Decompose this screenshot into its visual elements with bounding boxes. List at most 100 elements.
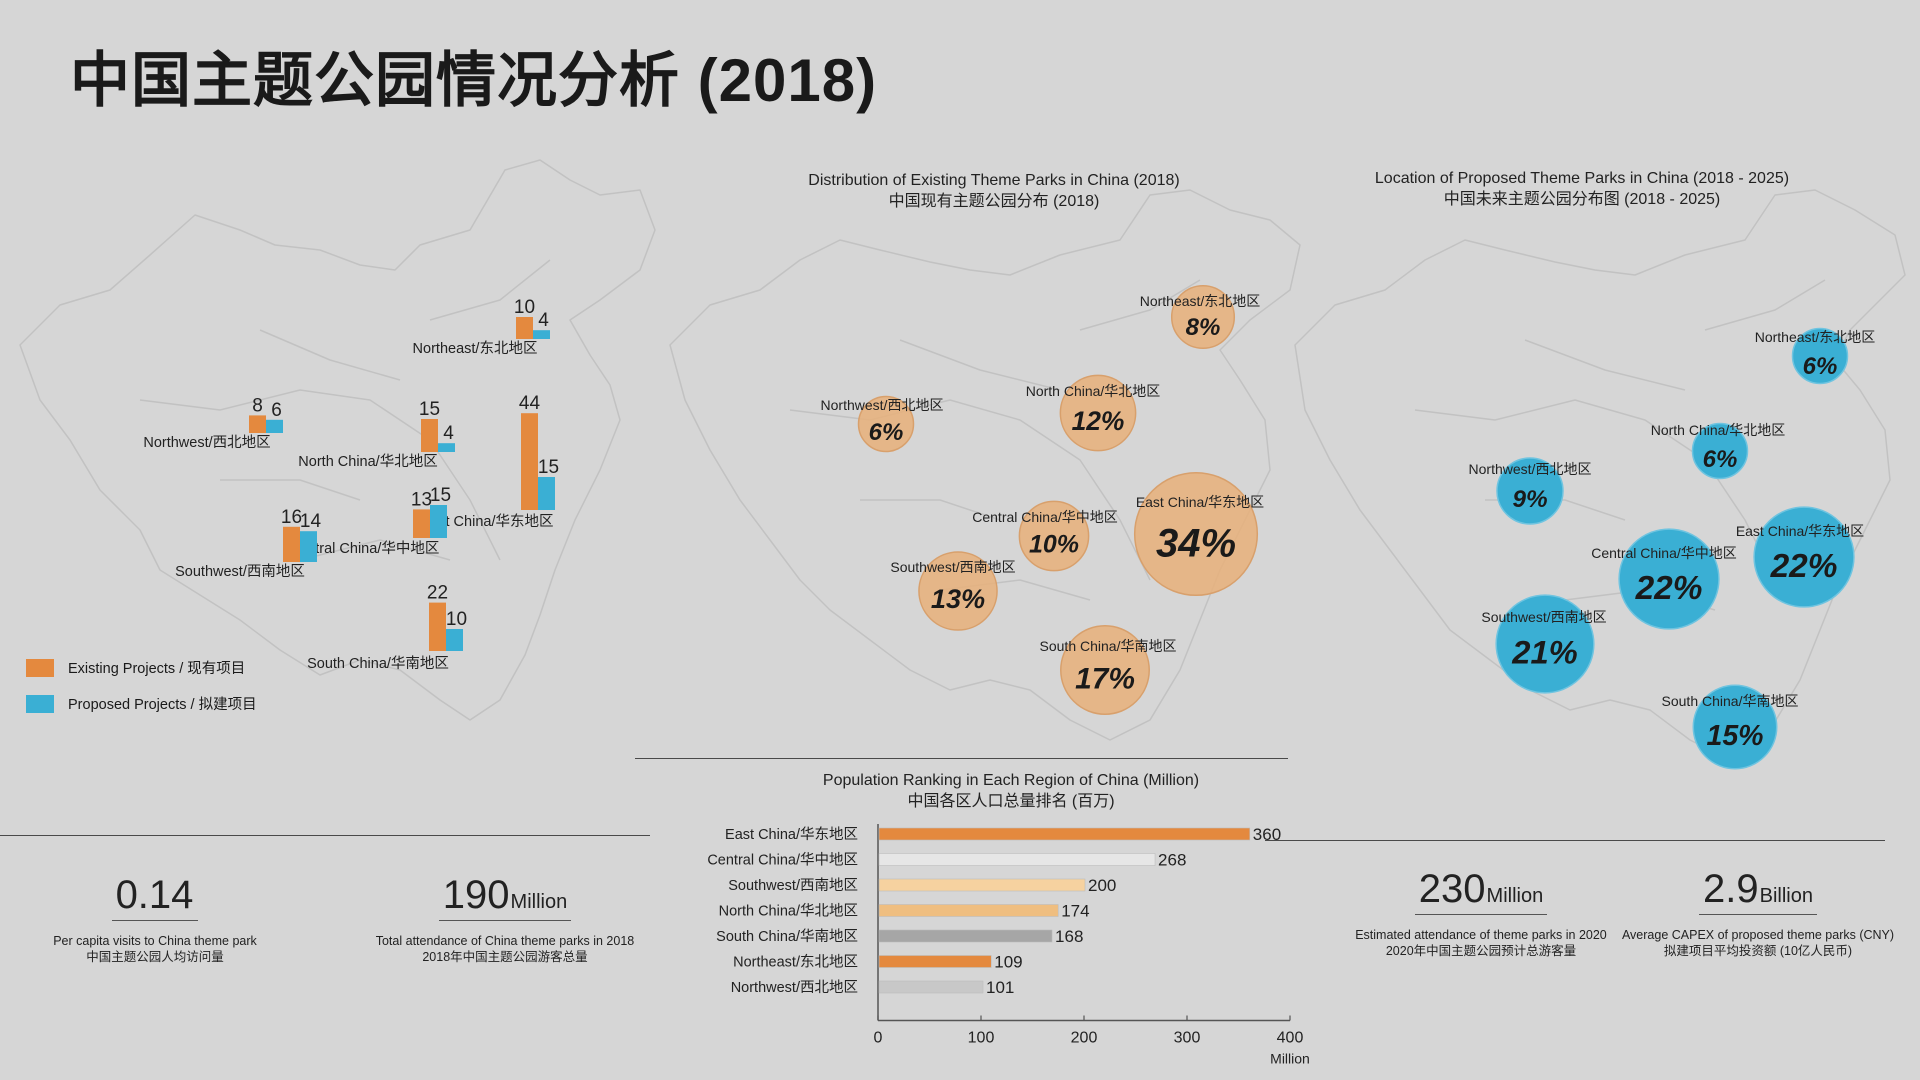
bar-proposed-north-china [438, 443, 455, 452]
stat-per-capita-desc: Per capita visits to China theme park 中国… [5, 933, 305, 965]
bar-proposed-east-china [538, 477, 555, 510]
stat-capex-desc-en: Average CAPEX of proposed theme parks (C… [1621, 928, 1895, 942]
proposed-map-title-en: Location of Proposed Theme Parks in Chin… [1374, 170, 1790, 187]
population-xtick-label-0: 0 [874, 1030, 883, 1047]
existing-region-label-north-china: North China/华北地区 [1026, 383, 1161, 399]
stat-attendance-2018-value-wrap: 190Million [438, 873, 572, 921]
proposed-bubble-south-china [1692, 684, 1778, 770]
map-outline-middle [669, 189, 1301, 741]
label-proposed-northeast: 4 [538, 310, 549, 331]
bar-existing-north-china [421, 419, 438, 452]
region-label-northeast: Northeast/东北地区 [413, 340, 538, 357]
bar-proposed-northeast [533, 330, 550, 339]
proposed-bubble-northeast [1791, 327, 1849, 385]
population-value-northwest: 101 [986, 978, 1014, 997]
population-value-northeast: 109 [994, 953, 1022, 972]
label-proposed-south-china: 10 [446, 609, 467, 630]
divider-right [1265, 840, 1885, 841]
page-title: 中国主题公园情况分析 (2018) [70, 47, 878, 114]
population-bar-central-china [878, 853, 1156, 866]
existing-region-label-central-china: Central China/华中地区 [972, 509, 1118, 525]
label-existing-central-china: 13 [411, 489, 432, 510]
label-existing-east-china: 44 [519, 393, 541, 414]
label-existing-northwest: 8 [252, 395, 263, 416]
stat-attendance-2018: 190Million Total attendance of China the… [355, 873, 655, 965]
proposed-bubble-northwest [1496, 457, 1564, 525]
population-chart-title-en: Population Ranking in Each Region of Chi… [822, 772, 1200, 789]
population-bar-south-china [878, 929, 1053, 943]
population-category-south-china: South China/华南地区 [716, 928, 858, 945]
legend-swatch-proposed [26, 694, 54, 713]
bar-existing-northwest [249, 415, 266, 433]
population-bar-southwest [878, 878, 1086, 892]
label-existing-northeast: 10 [514, 297, 535, 318]
stat-attendance-2018-desc-en: Total attendance of China theme parks in… [375, 934, 635, 948]
existing-region-label-south-china: South China/华南地区 [1040, 638, 1177, 654]
bar-proposed-southwest [300, 531, 317, 562]
population-value-central-china: 268 [1158, 851, 1186, 870]
existing-region-label-southwest: Southwest/西南地区 [890, 559, 1015, 575]
region-label-southwest: Southwest/西南地区 [175, 563, 305, 580]
bar-existing-central-china [413, 509, 430, 538]
stat-per-capita-value-wrap: 0.14 [111, 873, 199, 921]
bar-proposed-northwest [266, 419, 283, 433]
existing-region-label-east-china: East China/华东地区 [1136, 494, 1264, 510]
map-outline-left [19, 159, 656, 721]
population-value-north-china: 174 [1061, 902, 1089, 921]
region-label-north-china: North China/华北地区 [298, 453, 437, 470]
label-existing-southwest: 16 [281, 507, 302, 528]
label-proposed-southwest: 14 [300, 511, 322, 532]
proposed-map-title: Location of Proposed Theme Parks in Chin… [1342, 168, 1822, 210]
existing-map-title-cn: 中国现有主题公园分布 (2018) [888, 193, 1100, 210]
stat-capex-value-wrap: 2.9Billion [1699, 867, 1817, 915]
stat-attendance-2020-value-wrap: 230Million [1414, 867, 1548, 915]
population-bar-northwest [878, 980, 984, 994]
proposed-region-label-north-china: North China/华北地区 [1651, 422, 1786, 438]
population-category-southwest: Southwest/西南地区 [728, 877, 858, 894]
label-proposed-north-china: 4 [443, 423, 454, 444]
label-proposed-central-china: 15 [430, 485, 451, 506]
existing-map-title-en: Distribution of Existing Theme Parks in … [808, 172, 1180, 189]
bar-existing-southwest [283, 526, 300, 562]
existing-map-title: Distribution of Existing Theme Parks in … [794, 170, 1194, 212]
proposed-pct-north-china: 6% [1703, 446, 1738, 473]
legend-existing: Existing Projects / 现有项目 [26, 657, 245, 678]
population-chart-title-cn: 中国各区人口总量排名 (百万) [907, 793, 1115, 810]
proposed-pct-southwest: 21% [1511, 634, 1577, 671]
stat-per-capita-desc-cn: 中国主题公园人均访问量 [86, 950, 224, 964]
existing-bubble-north-china [1059, 374, 1137, 452]
existing-pct-south-china: 17% [1075, 662, 1135, 695]
proposed-pct-central-china: 22% [1635, 570, 1703, 607]
stat-attendance-2020-unit: Million [1486, 885, 1544, 907]
legend-proposed: Proposed Projects / 拟建项目 [26, 693, 257, 714]
existing-pct-southwest: 13% [931, 583, 985, 614]
proposed-region-label-southwest: Southwest/西南地区 [1481, 609, 1606, 625]
stat-attendance-2020-desc: Estimated attendance of theme parks in 2… [1331, 927, 1631, 959]
legend-existing-label: Existing Projects / 现有项目 [68, 661, 246, 677]
proposed-region-label-central-china: Central China/华中地区 [1591, 545, 1737, 561]
existing-region-label-northwest: Northwest/西北地区 [821, 397, 944, 413]
population-category-northwest: Northwest/西北地区 [731, 979, 858, 996]
population-xtick-label-300: 300 [1174, 1030, 1201, 1047]
population-chart-title: Population Ranking in Each Region of Chi… [781, 770, 1241, 812]
proposed-region-label-south-china: South China/华南地区 [1662, 693, 1799, 709]
proposed-pct-northwest: 9% [1512, 486, 1547, 513]
proposed-bubble-map: Northeast/东北地区 6% Northwest/西北地区 9% North Ch… [1469, 327, 1875, 770]
divider-left [0, 835, 650, 836]
population-value-southwest: 200 [1088, 876, 1116, 895]
divider-middle [635, 758, 1288, 759]
proposed-bubble-north-china [1691, 422, 1749, 480]
population-value-east-china: 360 [1253, 825, 1281, 844]
stat-attendance-2018-unit: Million [510, 891, 568, 913]
existing-pct-northeast: 8% [1186, 314, 1221, 341]
region-label-east-china: East China/华东地区 [421, 513, 554, 530]
bar-proposed-central-china [430, 505, 447, 538]
bar-proposed-south-china [446, 629, 463, 651]
stat-attendance-2020-desc-cn: 2020年中国主题公园预计总游客量 [1385, 944, 1577, 958]
stat-per-capita-value: 0.14 [115, 873, 194, 917]
region-label-northwest: Northwest/西北地区 [143, 434, 270, 451]
population-category-central-china: Central China/华中地区 [707, 852, 858, 869]
legend-proposed-label: Proposed Projects / 拟建项目 [68, 697, 257, 713]
label-existing-north-china: 15 [419, 399, 440, 420]
